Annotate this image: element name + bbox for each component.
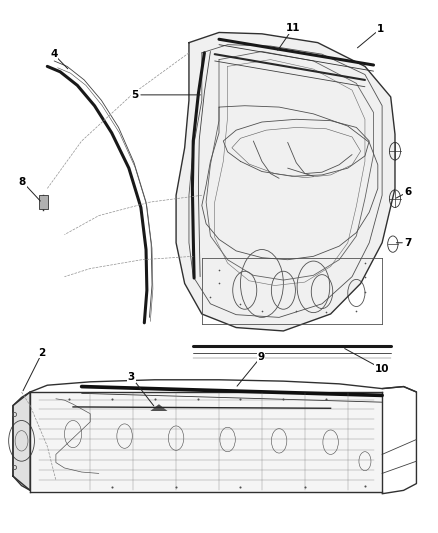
- Text: 10: 10: [375, 364, 389, 374]
- Polygon shape: [150, 404, 167, 411]
- Polygon shape: [176, 33, 395, 331]
- Text: 5: 5: [132, 90, 139, 100]
- Text: 4: 4: [50, 49, 57, 59]
- Text: 6: 6: [404, 187, 411, 197]
- Text: 7: 7: [404, 238, 412, 248]
- Text: 9: 9: [258, 352, 265, 362]
- Text: 3: 3: [128, 372, 135, 382]
- Text: 11: 11: [286, 23, 300, 34]
- Text: 1: 1: [376, 24, 384, 34]
- Polygon shape: [13, 392, 30, 490]
- Text: 8: 8: [19, 177, 26, 187]
- Text: 2: 2: [39, 348, 46, 358]
- Bar: [39, 195, 48, 209]
- Polygon shape: [30, 392, 382, 494]
